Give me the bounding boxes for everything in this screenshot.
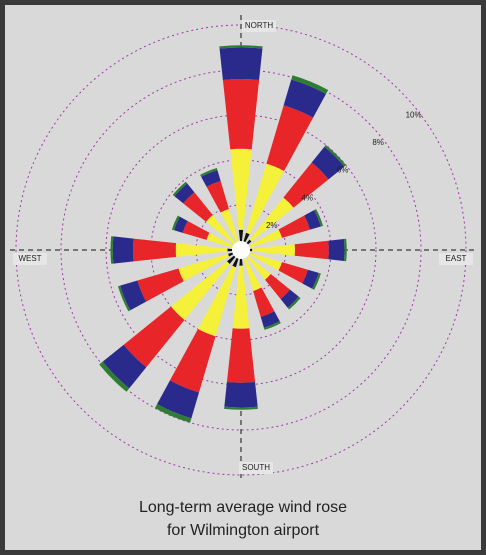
bar-segment — [248, 252, 283, 271]
bar-segment — [174, 216, 188, 233]
bar-segment — [287, 296, 301, 310]
ring — [60, 69, 422, 431]
bar-segment — [183, 192, 213, 222]
plot-area: 2% 4% 6% 8% 10% NORTH EAST SOUTH WEST — [10, 15, 476, 478]
bar-segment — [219, 47, 263, 80]
label-bg — [439, 253, 473, 265]
bar-segment — [182, 220, 210, 240]
bar-segment — [343, 238, 347, 262]
bar-segment — [263, 321, 281, 330]
bar-segment — [222, 79, 260, 150]
bar-segment — [249, 197, 294, 242]
chart-title: for Wilmington airport — [167, 522, 320, 539]
direction-label: SOUTH — [242, 463, 270, 472]
bar-segment — [283, 79, 327, 118]
label-bg — [13, 253, 47, 265]
bar-segment — [265, 274, 291, 300]
bar-segment — [154, 404, 192, 423]
ring-label: 10% — [406, 110, 422, 119]
bar-segment — [133, 238, 177, 262]
bar-segment — [243, 257, 262, 292]
bar-segment — [170, 261, 230, 321]
bar-segment — [314, 209, 324, 227]
ring-label: 4% — [301, 193, 313, 202]
bar-segment — [294, 240, 329, 260]
bar-segment — [252, 244, 296, 256]
bar-segment — [99, 361, 130, 392]
bar-segment — [224, 382, 258, 408]
bar-segment — [224, 406, 258, 410]
bar-segment — [206, 232, 236, 249]
direction-label: NORTH — [245, 21, 274, 30]
bar-segment — [311, 146, 345, 180]
bar-segment — [197, 265, 236, 337]
label-bg — [239, 462, 273, 474]
bar-segment — [102, 344, 147, 389]
bar-segment — [205, 214, 236, 245]
bar-segment — [178, 253, 230, 282]
bar-segment — [232, 265, 250, 329]
bar-segment — [172, 181, 188, 197]
bar-segment — [283, 162, 329, 208]
bar-segment — [117, 285, 131, 312]
bar-segment — [171, 215, 180, 231]
bar-segment — [157, 380, 200, 419]
bar-segment — [175, 243, 228, 257]
direction-label: EAST — [446, 254, 467, 263]
bar-segment — [137, 268, 184, 302]
bar-segment — [238, 229, 244, 250]
bar-segment — [312, 272, 321, 290]
bar-segment — [253, 287, 275, 317]
bar-segment — [226, 328, 256, 383]
bar-segment — [266, 105, 314, 171]
bar-segment — [219, 45, 263, 49]
bar-segment — [246, 163, 285, 235]
bar-segment — [110, 236, 114, 264]
bar-segment — [278, 262, 308, 284]
ring-label: 6% — [337, 166, 349, 175]
bar-segment — [201, 170, 221, 187]
bar-segment — [206, 180, 229, 213]
ring — [15, 24, 467, 476]
bar-segment — [304, 210, 321, 230]
bar-segment — [230, 148, 252, 230]
direction-label: WEST — [18, 254, 41, 263]
bar-segment — [302, 269, 319, 289]
bar-segment — [291, 75, 329, 94]
center-hub — [232, 241, 250, 259]
bar-segment — [324, 144, 347, 167]
bar-segment — [200, 167, 218, 177]
bar-segment — [174, 183, 195, 204]
bar-segment — [260, 311, 280, 328]
bar-segment — [278, 215, 311, 238]
bar-segment — [220, 208, 239, 243]
bar-segment — [280, 289, 299, 308]
bar-segment — [248, 229, 283, 248]
bar-segment — [169, 329, 216, 393]
bar-segment — [112, 236, 134, 264]
ring-label: 8% — [372, 138, 384, 147]
bar-segment — [245, 254, 271, 280]
ring-label: 2% — [266, 221, 278, 230]
chart-title: Long-term average wind rose — [139, 499, 347, 516]
label-bg — [242, 20, 276, 32]
bar-segment — [328, 239, 345, 261]
bar-segment — [120, 280, 147, 311]
bar-segment — [123, 306, 185, 368]
